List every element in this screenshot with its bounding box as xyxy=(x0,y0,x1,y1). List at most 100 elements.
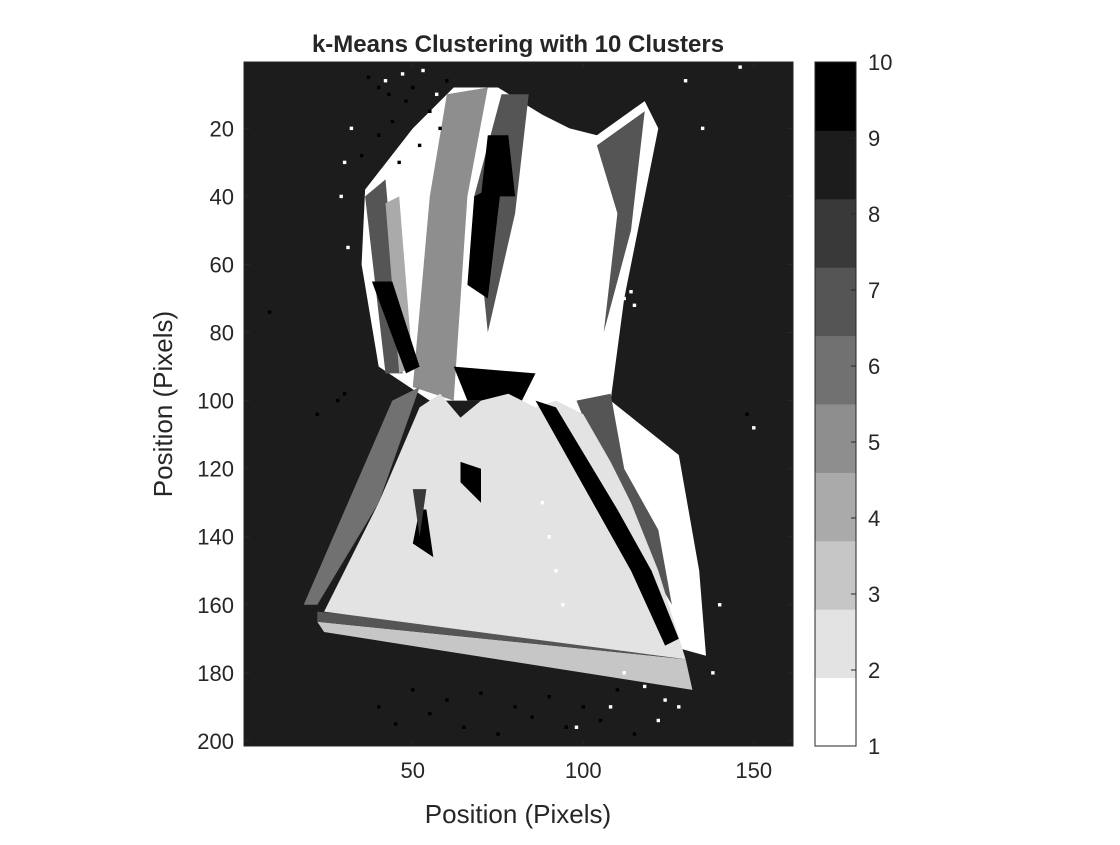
colorbar-segment-3 xyxy=(815,540,856,610)
colorbar-tick-label: 5 xyxy=(868,430,880,455)
colorbar-segment-5 xyxy=(815,404,856,473)
colorbar-tick-label: 10 xyxy=(868,50,892,75)
colorbar-segment-10 xyxy=(815,62,856,131)
speckle-pixel xyxy=(530,715,534,719)
speckle-pixel xyxy=(417,143,422,148)
speckle-pixel xyxy=(267,310,272,314)
speckle-pixel xyxy=(397,160,401,165)
speckle-pixel xyxy=(438,126,442,131)
speckle-pixel xyxy=(411,688,415,692)
y-tick-label: 160 xyxy=(197,593,234,618)
speckle-pixel xyxy=(677,705,681,709)
speckle-pixel xyxy=(428,711,432,716)
y-tick-label: 100 xyxy=(197,389,234,414)
speckle-pixel xyxy=(411,85,415,90)
speckle-pixel xyxy=(690,630,695,634)
colorbar-segment-6 xyxy=(815,335,856,405)
cluster-region-8 xyxy=(467,182,502,299)
speckle-pixel xyxy=(376,705,381,709)
cluster-region-2 xyxy=(412,87,488,401)
colorbar-tick-label: 6 xyxy=(868,354,880,379)
speckle-pixel xyxy=(387,92,391,97)
colorbar-tick-label: 1 xyxy=(868,734,880,759)
speckle-pixel xyxy=(608,705,613,709)
speckle-pixel xyxy=(663,698,667,702)
speckle-pixel xyxy=(547,535,551,539)
cluster-region-4 xyxy=(596,111,645,333)
speckle-pixel xyxy=(342,392,347,396)
speckle-pixel xyxy=(738,65,742,69)
speckle-pixel xyxy=(622,671,626,675)
colorbar-segment-8 xyxy=(815,198,856,268)
speckle-pixel xyxy=(496,732,500,736)
speckle-pixel xyxy=(390,119,395,124)
speckle-pixel xyxy=(366,75,371,80)
speckle-pixel xyxy=(315,412,320,416)
speckle-pixel xyxy=(642,684,647,689)
x-axis-label: Position (Pixels) xyxy=(425,799,611,829)
cluster-region-9 xyxy=(481,135,516,197)
x-tick-label: 150 xyxy=(735,758,772,783)
y-tick-label: 80 xyxy=(210,321,234,346)
speckle-pixel xyxy=(598,718,603,723)
x-axis: 50 100 150 xyxy=(401,62,772,783)
colorbar-tick-label: 4 xyxy=(868,506,880,531)
speckle-pixel xyxy=(434,92,439,97)
colorbar-tick-label: 9 xyxy=(868,126,880,151)
cluster-region-15 xyxy=(324,393,686,660)
speckle-pixel xyxy=(711,671,715,675)
colorbar-segment-2 xyxy=(815,609,856,679)
speckle-pixel xyxy=(564,725,568,729)
cluster-region-17 xyxy=(460,461,481,503)
speckle-pixel xyxy=(513,705,517,709)
y-axis-label: Position (Pixels) xyxy=(148,311,178,497)
speckle-pixel xyxy=(632,732,637,736)
colorbar: 1 2 3 4 5 6 7 8 9 10 xyxy=(814,50,892,759)
plot-frame xyxy=(243,61,794,747)
speckle-pixel xyxy=(445,79,449,83)
colorbar-segment-1 xyxy=(815,677,856,747)
y-tick-label: 200 xyxy=(197,729,234,754)
speckle-pixel xyxy=(342,160,347,165)
speckle-pixel xyxy=(656,718,661,723)
plot-area xyxy=(244,62,793,746)
y-tick-label: 40 xyxy=(210,184,234,209)
speckle-pixel xyxy=(540,500,545,505)
speckle-pixel xyxy=(428,109,432,114)
y-tick-label: 140 xyxy=(197,525,234,550)
cluster-region-13 xyxy=(317,621,693,690)
speckle-pixel xyxy=(561,603,565,607)
x-tick-label: 100 xyxy=(565,758,602,783)
speckle-pixel xyxy=(359,153,364,158)
colorbar-segment-7 xyxy=(815,267,856,337)
colorbar-segment-4 xyxy=(815,472,856,542)
y-tick-label: 60 xyxy=(210,252,234,277)
colorbar-tick-label: 7 xyxy=(868,278,880,303)
cluster-region-19 xyxy=(412,489,427,537)
colorbar-tick-label: 3 xyxy=(868,582,880,607)
colorbar-segment-9 xyxy=(815,130,856,200)
speckle-pixel xyxy=(547,694,551,699)
speckle-pixel xyxy=(349,126,354,131)
speckle-pixel xyxy=(752,426,756,430)
speckle-pixel xyxy=(717,603,722,607)
cluster-region-11 xyxy=(303,387,420,605)
speckle-pixel xyxy=(581,705,585,709)
speckle-pixel xyxy=(376,133,381,137)
colorbar-frame xyxy=(814,61,857,747)
x-tick-label: 50 xyxy=(401,758,425,783)
speckle-pixel xyxy=(383,79,388,83)
chart-title: k-Means Clustering with 10 Clusters xyxy=(312,31,724,58)
speckle-pixel xyxy=(336,398,340,403)
speckle-pixel xyxy=(394,722,398,726)
speckle-pixel xyxy=(376,85,381,90)
speckle-pixel xyxy=(683,79,688,83)
speckle-pixel xyxy=(622,296,626,301)
colorbar-tick-label: 8 xyxy=(868,202,880,227)
cluster-region-14 xyxy=(317,611,686,660)
speckle-pixel xyxy=(346,245,350,250)
speckle-pixel xyxy=(745,412,749,416)
speckle-pixel xyxy=(615,688,620,692)
